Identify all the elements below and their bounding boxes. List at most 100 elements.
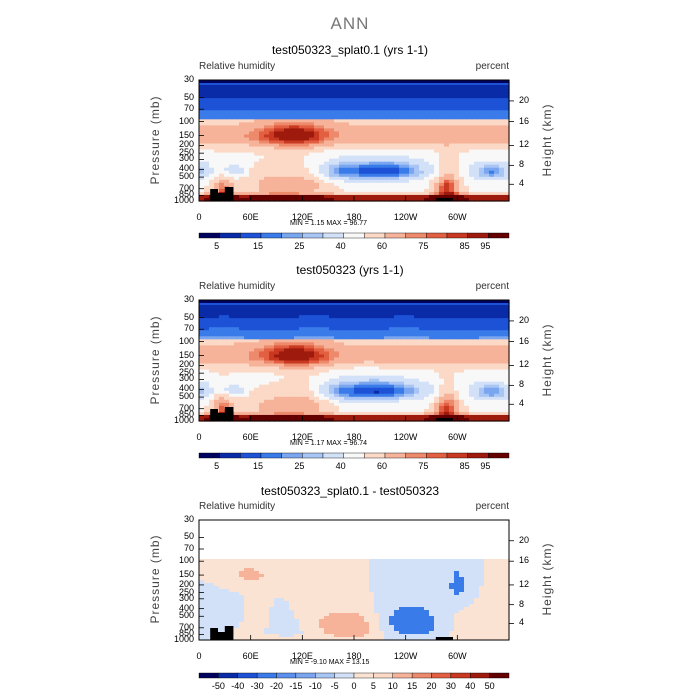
field-cell bbox=[464, 330, 470, 334]
field-cell bbox=[484, 369, 490, 374]
field-cell bbox=[234, 119, 240, 123]
field-cell bbox=[299, 104, 305, 108]
field-cell bbox=[419, 306, 425, 310]
field-cell bbox=[389, 119, 395, 123]
field-cell bbox=[214, 170, 220, 175]
field-cell bbox=[274, 411, 280, 416]
field-cell bbox=[209, 312, 215, 316]
field-cell bbox=[489, 158, 495, 163]
field-cell bbox=[444, 119, 450, 123]
field-cell bbox=[379, 369, 385, 374]
field-cell bbox=[289, 179, 295, 184]
field-cell bbox=[264, 164, 270, 169]
field-cell bbox=[244, 101, 250, 105]
field-cell bbox=[294, 125, 300, 130]
field-cell bbox=[219, 357, 225, 362]
field-cell bbox=[324, 179, 330, 184]
field-cell bbox=[299, 176, 305, 181]
field-cell bbox=[484, 161, 490, 166]
field-cell bbox=[279, 113, 285, 117]
field-cell bbox=[199, 336, 205, 340]
field-cell bbox=[349, 405, 355, 410]
field-cell bbox=[444, 348, 450, 353]
field-cell bbox=[369, 152, 375, 157]
field-cell bbox=[214, 315, 220, 319]
field-cell bbox=[444, 390, 450, 395]
field-cell bbox=[214, 185, 220, 190]
field-cell bbox=[204, 375, 210, 380]
field-cell bbox=[379, 408, 385, 413]
field-cell bbox=[489, 185, 495, 190]
field-cell bbox=[229, 131, 235, 136]
field-cell bbox=[389, 140, 395, 145]
field-cell bbox=[319, 378, 325, 383]
field-cell bbox=[309, 107, 315, 111]
field-cell bbox=[224, 125, 230, 130]
field-cell bbox=[504, 387, 510, 392]
field-cell bbox=[334, 327, 340, 331]
field-cell bbox=[229, 107, 235, 111]
field-cell bbox=[454, 324, 460, 328]
field-cell bbox=[454, 125, 460, 130]
field-cell bbox=[494, 342, 500, 346]
field-cell bbox=[269, 306, 275, 310]
field-cell bbox=[499, 188, 505, 193]
field-cell bbox=[339, 89, 345, 93]
field-cell bbox=[489, 179, 495, 184]
field-cell bbox=[379, 411, 385, 416]
field-cell bbox=[214, 143, 220, 148]
field-cell bbox=[389, 101, 395, 105]
field-cell bbox=[409, 351, 415, 356]
field-cell bbox=[274, 104, 280, 108]
field-cell bbox=[454, 104, 460, 108]
field-cell bbox=[439, 140, 445, 145]
field-cell bbox=[214, 372, 220, 377]
field-cell bbox=[239, 330, 245, 334]
field-cell bbox=[469, 185, 475, 190]
field-cell bbox=[364, 312, 370, 316]
field-cell bbox=[269, 393, 275, 398]
field-cell bbox=[384, 98, 390, 102]
field-cell bbox=[434, 387, 440, 392]
field-cell bbox=[424, 134, 430, 139]
field-cell bbox=[434, 348, 440, 353]
field-cell bbox=[489, 119, 495, 123]
field-cell bbox=[429, 155, 435, 160]
field-cell bbox=[219, 321, 225, 325]
field-cell bbox=[364, 122, 370, 126]
field-cell bbox=[234, 354, 240, 359]
field-cell bbox=[224, 167, 230, 172]
field-cell bbox=[224, 95, 230, 99]
field-cell bbox=[209, 179, 215, 184]
field-cell bbox=[464, 137, 470, 142]
field-cell bbox=[469, 158, 475, 163]
field-cell bbox=[339, 417, 345, 422]
field-cell bbox=[504, 179, 510, 184]
field-cell bbox=[389, 89, 395, 93]
field-cell bbox=[449, 363, 455, 368]
field-cell bbox=[274, 360, 280, 365]
field-cell bbox=[349, 351, 355, 356]
field-cell bbox=[389, 369, 395, 374]
field-cell bbox=[504, 342, 510, 346]
field-cell bbox=[439, 306, 445, 310]
field-cell bbox=[304, 393, 310, 398]
field-cell bbox=[434, 309, 440, 313]
field-cell bbox=[444, 95, 450, 99]
field-cell bbox=[404, 92, 410, 96]
field-cell bbox=[499, 92, 505, 96]
field-cell bbox=[299, 86, 305, 90]
field-cell bbox=[374, 170, 380, 175]
field-cell bbox=[399, 107, 405, 111]
field-cell bbox=[309, 137, 315, 142]
field-cell bbox=[329, 396, 335, 401]
field-cell bbox=[394, 167, 400, 172]
field-cell bbox=[494, 306, 500, 310]
field-cell bbox=[459, 324, 465, 328]
field-cell bbox=[499, 318, 505, 322]
field-cell bbox=[394, 128, 400, 133]
field-cell bbox=[289, 146, 295, 151]
field-cell bbox=[439, 336, 445, 340]
field-cell bbox=[274, 170, 280, 175]
field-cell bbox=[354, 351, 360, 356]
